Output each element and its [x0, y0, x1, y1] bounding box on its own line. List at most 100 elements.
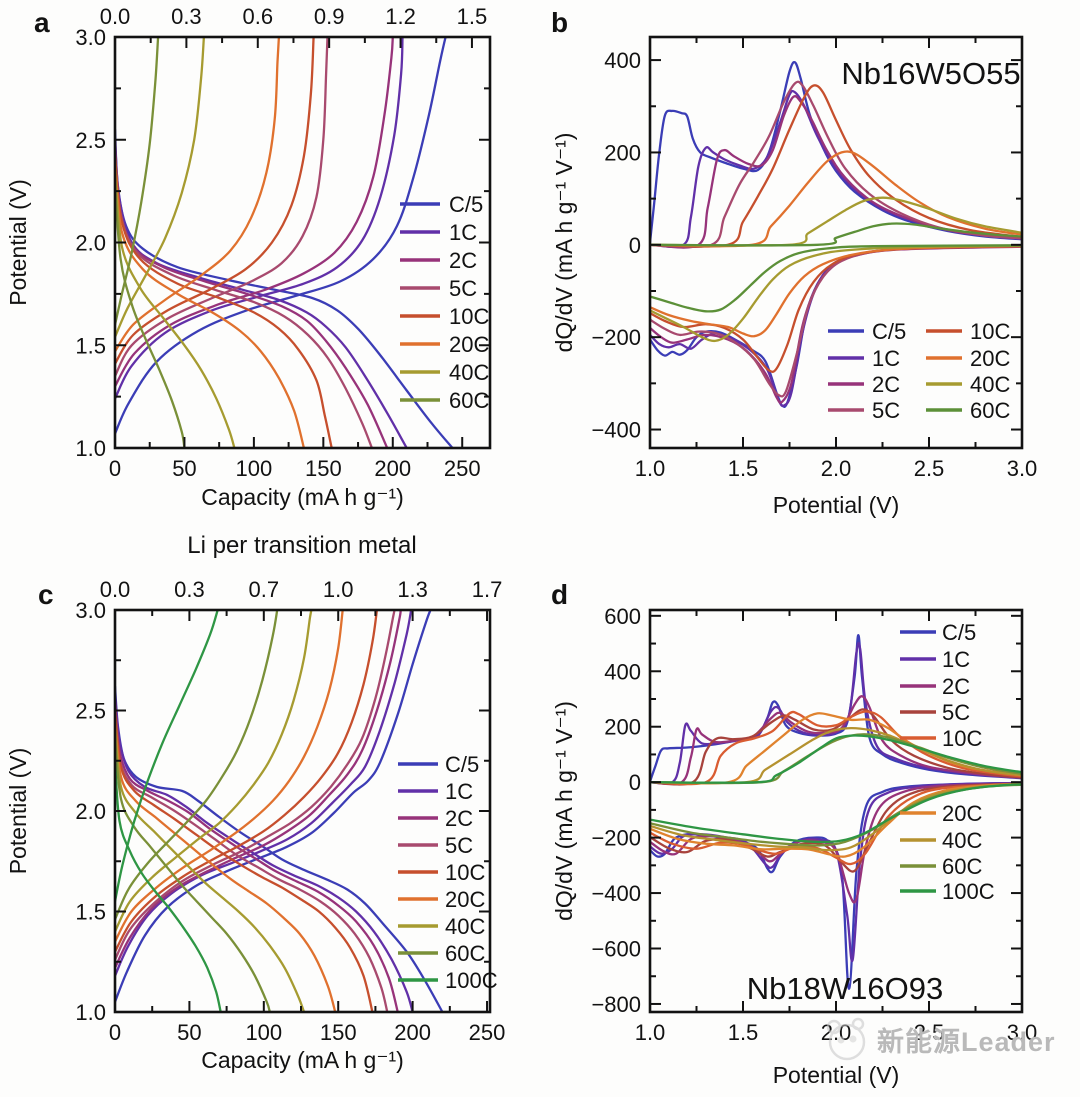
- x-tick-label: 1.5: [728, 1020, 759, 1045]
- series-100c-charge: [115, 610, 219, 903]
- top-tick-label: 0.3: [171, 4, 202, 29]
- series-20c-discharge: [115, 159, 306, 448]
- top-tick-label: 0.9: [314, 4, 345, 29]
- y-tick-label: 400: [604, 659, 641, 684]
- legend-item-10c: 10C: [900, 726, 982, 751]
- series-group-d: [650, 634, 1022, 990]
- legend-label-40c: 40C: [449, 360, 489, 385]
- y-tick-label: 2.0: [75, 799, 106, 824]
- x-tick-label: 1.5: [728, 456, 759, 481]
- y-tick-label: 0: [629, 770, 641, 795]
- top-axis-title: Li per transition metal: [187, 532, 416, 559]
- series-40c-negative: [650, 783, 1022, 852]
- y-tick-label: 3.0: [75, 598, 106, 623]
- legend-item-60c: 60C: [900, 854, 982, 879]
- y-tick-label: 200: [604, 715, 641, 740]
- y-axis-title: Potential (V): [5, 748, 31, 875]
- x-tick-label: 250: [444, 456, 481, 481]
- legend-item-10c: 10C: [926, 319, 1010, 344]
- series-60c-charge: [115, 610, 279, 921]
- series-1c-positive: [650, 641, 1022, 785]
- x-tick-label: 200: [374, 456, 411, 481]
- series-60c-discharge: [115, 183, 186, 448]
- legend-label-2c: 2C: [449, 248, 477, 273]
- x-tick-label: 150: [320, 1020, 357, 1045]
- series-10c-discharge: [115, 709, 374, 1012]
- annotation-nb16w5o55: Nb16W5O55: [841, 56, 1020, 91]
- axis-labels: 1.0 1.5 2.0 2.5 3.0 −400 −200 0 200 400: [591, 48, 1037, 481]
- y-tick-label: 2.5: [75, 128, 106, 153]
- x-tick-label: 3.0: [1007, 456, 1038, 481]
- series-20c-negative: [650, 245, 1022, 338]
- y-tick-label: 200: [604, 140, 641, 165]
- legend-label-100c: 100C: [942, 879, 995, 904]
- series-10c-charge: [115, 37, 315, 365]
- series-group-b: [650, 60, 1022, 408]
- plot-frame: [113, 35, 492, 450]
- series-2c-positive: [650, 95, 1022, 249]
- series-2c-charge: [115, 37, 394, 388]
- panel-c: 0 50 100 150 200 250 1.0 1.5 2.0 2.5 3.00.0 0.3 0.7 1…: [5, 532, 505, 1073]
- y-tick-label: 1.5: [75, 900, 106, 925]
- legend-label-60c: 60C: [970, 398, 1010, 423]
- legend-label-10c: 10C: [970, 319, 1010, 344]
- series-c5-charge: [115, 37, 447, 435]
- legend-label-5c: 5C: [445, 833, 473, 858]
- y-tick-label: −800: [591, 992, 641, 1017]
- legend-label-40c: 40C: [942, 828, 982, 853]
- series-40c-positive: [650, 196, 1022, 247]
- legend-item-c5: C/5: [398, 752, 479, 777]
- legend-label-1c: 1C: [445, 779, 473, 804]
- top-tick-label: 0.6: [242, 4, 273, 29]
- axis-ticks: [114, 609, 490, 1013]
- series-2c-discharge: [115, 142, 389, 448]
- legend-label-10c: 10C: [942, 726, 982, 751]
- x-tick-label: 0: [109, 456, 121, 481]
- legend-item-1c: 1C: [900, 647, 970, 672]
- series-1c-discharge: [115, 693, 414, 1012]
- legend-item-60c: 60C: [398, 941, 485, 966]
- axis-ticks: [114, 36, 490, 449]
- legend-item-20c: 20C: [400, 332, 489, 357]
- top-tick-label: 0.0: [100, 577, 131, 602]
- y-tick-label: 0: [629, 233, 641, 258]
- series-5c-negative: [650, 245, 1022, 398]
- panel-b: 1.0 1.5 2.0 2.5 3.0 −400 −200 0 200 400 Potential …: [551, 7, 1037, 518]
- legend-label-c5: C/5: [445, 752, 479, 777]
- axis-ticks: [649, 610, 1023, 1012]
- legend-label-5c: 5C: [449, 276, 477, 301]
- series-c5-charge: [115, 610, 432, 1004]
- x-tick-label: 50: [172, 456, 196, 481]
- series-20c-negative: [650, 782, 1022, 858]
- y-tick-label: 2.0: [75, 231, 106, 256]
- legend-item-5c: 5C: [398, 833, 473, 858]
- x-tick-label: 3.0: [1007, 1020, 1038, 1045]
- x-tick-label: 2.5: [914, 1020, 945, 1045]
- x-tick-label: 100: [245, 1020, 282, 1045]
- legend-item-10c: 10C: [398, 860, 485, 885]
- legend-label-1c: 1C: [872, 346, 900, 371]
- x-axis-title: Capacity (mA h g⁻¹): [201, 484, 404, 510]
- series-10c-positive: [650, 84, 1022, 248]
- series-60c-negative: [650, 244, 1022, 313]
- series-60c-charge: [115, 37, 160, 326]
- legend-label-5c: 5C: [942, 700, 970, 725]
- series-20c-charge: [115, 610, 344, 943]
- y-axis-title: dQ/dV (mA h g⁻¹ V⁻¹): [551, 133, 577, 353]
- legend-label-40c: 40C: [445, 914, 485, 939]
- panel-letter-d: d: [551, 579, 568, 610]
- series-2c-positive: [650, 695, 1022, 786]
- panel-letter-a: a: [34, 7, 50, 38]
- series-1c-charge: [115, 610, 413, 977]
- panel-letter-b: b: [551, 7, 568, 38]
- legend-item-1c: 1C: [828, 346, 900, 371]
- legend-item-2c: 2C: [400, 248, 477, 273]
- series-100c-positive: [650, 734, 1022, 784]
- legend-item-2c: 2C: [828, 372, 900, 397]
- x-tick-label: 150: [305, 456, 342, 481]
- legend-item-5c: 5C: [828, 398, 900, 423]
- x-tick-label: 0: [109, 1020, 121, 1045]
- legend-label-10c: 10C: [445, 860, 485, 885]
